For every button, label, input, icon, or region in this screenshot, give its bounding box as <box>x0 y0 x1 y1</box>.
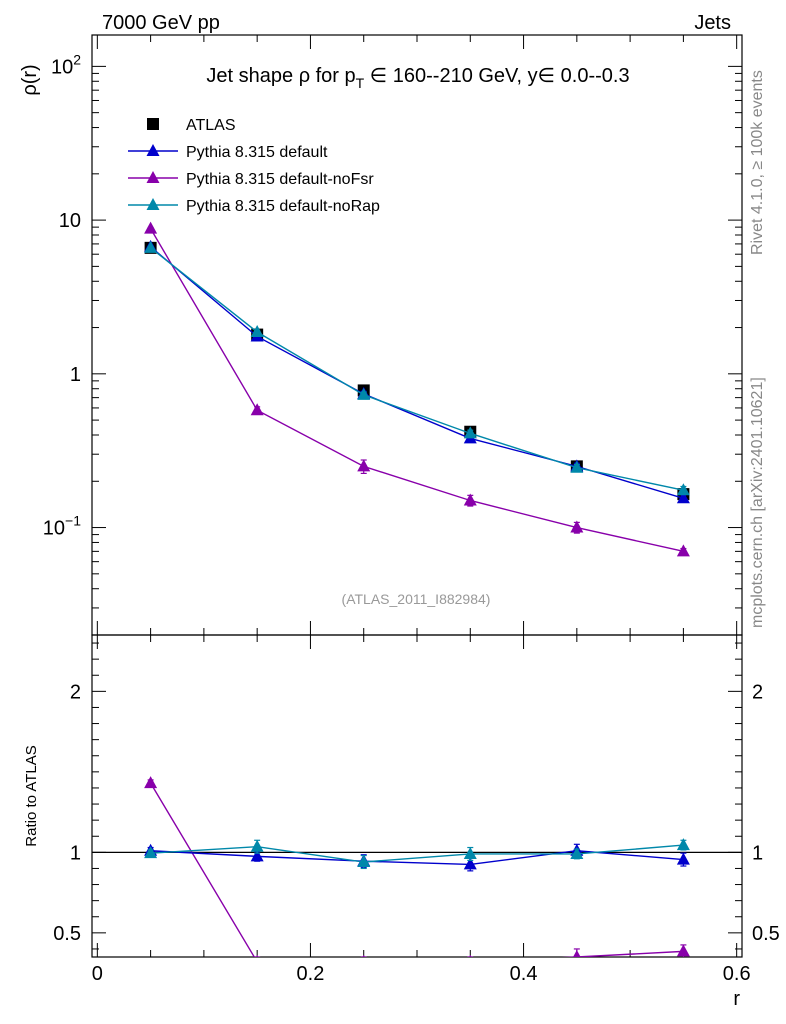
legend-label: Pythia 8.315 default-noFsr <box>186 171 374 188</box>
ratio-point <box>570 846 584 859</box>
ratio-series <box>144 776 690 957</box>
category-label: Jets <box>694 12 731 34</box>
ratio-y-tick-label-left: 2 <box>70 681 81 703</box>
series-line <box>150 247 684 491</box>
data-point <box>250 403 264 416</box>
ratio-point <box>469 954 472 957</box>
main-y-tick-labels: 102 10 1 10−1 <box>43 51 81 539</box>
legend-marker <box>147 118 159 130</box>
series-line <box>150 246 684 499</box>
ratio-y-tick-label-right: 0.5 <box>752 923 780 945</box>
ratio-point <box>250 849 264 862</box>
ratio-y-tick-label-right: 1 <box>752 842 763 864</box>
legend-marker <box>146 198 160 210</box>
ratio-line <box>150 844 684 863</box>
legend-marker <box>146 144 160 156</box>
ratio-point <box>362 954 365 957</box>
ratio-point <box>255 954 259 957</box>
ratio-point <box>676 944 690 957</box>
ratio-panel-frame <box>91 634 743 958</box>
ratio-tick-marks <box>92 635 742 957</box>
main-y-tick-label: 102 <box>51 51 81 78</box>
series-atlas <box>144 241 690 501</box>
ratio-point <box>676 838 690 851</box>
main-tick-marks <box>92 35 742 636</box>
ratio-point <box>463 857 477 870</box>
data-point <box>357 387 371 400</box>
x-tick-label: 0.6 <box>723 963 751 985</box>
ratio-y-axis-label: Ratio to ATLAS <box>23 745 40 846</box>
rivet-version-label: Rivet 4.1.0, ≥ 100k events <box>749 70 766 255</box>
ratio-panel: 0.5 0.5 1 1 2 2 0 0.2 0.4 0.6 Ratio to ATLAS r <box>23 634 780 1010</box>
ratio-point <box>144 776 158 789</box>
data-point <box>570 520 584 533</box>
main-y-tick-label: 10−1 <box>43 513 81 540</box>
ratio-y-tick-label-left: 1 <box>70 842 81 864</box>
ratio-point <box>144 846 158 859</box>
analysis-id-watermark: (ATLAS_2011_I882984) <box>342 591 491 607</box>
ratio-tick-labels: 0.5 0.5 1 1 2 2 0 0.2 0.4 0.6 <box>53 681 780 985</box>
main-y-tick-label: 10 <box>59 210 81 232</box>
x-axis-label: r <box>733 988 740 1010</box>
ratio-point <box>357 855 371 868</box>
legend-item-pythia-8-315-default-nofsr: Pythia 8.315 default-noFsr <box>128 171 374 188</box>
main-y-axis-label: ρ(r) <box>19 64 41 95</box>
ratio-point <box>463 846 477 859</box>
x-tick-label: 0 <box>92 963 103 985</box>
legend-item-pythia-8-315-default: Pythia 8.315 default <box>128 144 328 161</box>
ratio-point <box>573 950 581 957</box>
mcplots-credit-label: mcplots.cern.ch [arXiv:2401.10621] <box>749 377 766 628</box>
legend-marker <box>146 171 160 183</box>
legend: ATLAS Pythia 8.315 default Pythia 8.315 de… <box>128 117 380 215</box>
main-y-tick-label: 1 <box>70 364 81 386</box>
legend-item-pythia-8-315-default-norap: Pythia 8.315 default-noRap <box>128 198 380 215</box>
series-pythia-8-315-default <box>144 239 690 504</box>
data-point <box>357 459 371 472</box>
ratio-series-pythia-8-315-default-norap <box>144 838 690 870</box>
data-point <box>463 426 477 439</box>
series-pythia-8-315-default-nofsr <box>144 221 690 557</box>
main-series <box>144 221 690 557</box>
series-pythia-8-315-default-norap <box>144 240 690 496</box>
data-point <box>144 240 158 253</box>
ratio-y-tick-label-right: 2 <box>752 681 763 703</box>
ratio-series-pythia-8-315-default-nofsr <box>144 776 690 957</box>
data-point <box>676 544 690 557</box>
ratio-point <box>250 839 264 852</box>
ratio-point <box>676 852 690 865</box>
data-point <box>250 325 264 338</box>
data-point <box>570 460 584 473</box>
legend-item-atlas: ATLAS <box>147 117 236 134</box>
x-tick-label: 0.4 <box>510 963 538 985</box>
ratio-line <box>150 782 684 957</box>
data-point <box>676 491 690 504</box>
data-point <box>463 493 477 506</box>
plot-title: Jet shape ρ for pT ∈ 160--210 GeV, y∈ 0.… <box>206 65 629 91</box>
data-point <box>676 483 690 496</box>
main-panel: 102 10 1 10−1 ρ(r) Jet shape ρ for pT ∈ 160… <box>19 34 743 636</box>
legend-label: Pythia 8.315 default-noRap <box>186 198 380 215</box>
legend-label: Pythia 8.315 default <box>186 144 328 161</box>
x-tick-label: 0.2 <box>297 963 325 985</box>
ratio-y-tick-label-left: 0.5 <box>53 923 81 945</box>
legend-label: ATLAS <box>186 117 236 134</box>
data-point <box>144 221 158 234</box>
series-line <box>150 228 684 553</box>
collision-label: 7000 GeV pp <box>102 12 220 34</box>
